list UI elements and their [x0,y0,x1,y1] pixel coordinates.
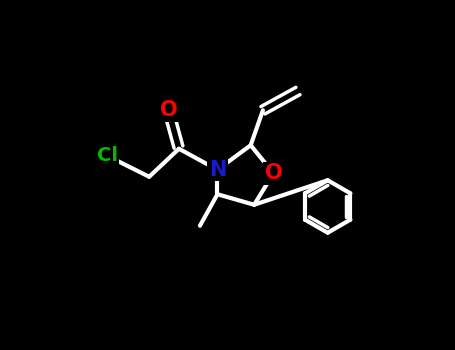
Text: N: N [209,160,226,180]
Text: Cl: Cl [96,146,118,165]
Text: O: O [265,163,282,183]
Text: O: O [160,100,177,120]
